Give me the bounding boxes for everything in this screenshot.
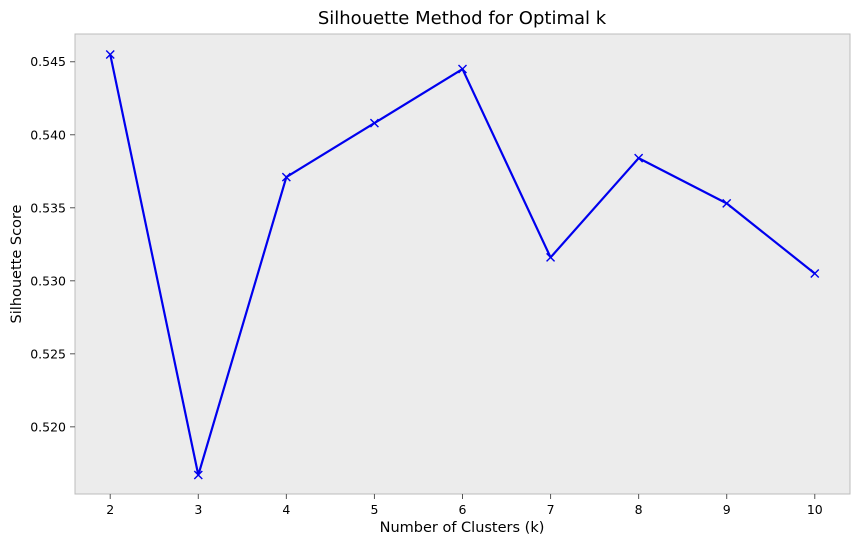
data-point-marker (458, 64, 467, 74)
series-layer (105, 49, 820, 480)
x-tick-label: 2 (106, 502, 114, 517)
x-tick-label: 5 (370, 502, 378, 517)
y-tick-label: 0.540 (30, 127, 66, 142)
y-tick-label: 0.525 (30, 346, 66, 361)
x-tick-label: 8 (635, 502, 643, 517)
data-point-marker (810, 268, 820, 278)
x-tick-label: 7 (547, 502, 555, 517)
x-axis-label: Number of Clusters (k) (380, 520, 545, 536)
data-point-marker (722, 198, 732, 208)
chart-title: Silhouette Method for Optimal k (318, 8, 607, 29)
plot-area (74, 33, 851, 495)
data-point-marker (105, 49, 115, 59)
x-tick-label: 10 (807, 502, 823, 517)
data-point-marker (546, 252, 556, 262)
y-tick-label: 0.530 (30, 273, 66, 288)
data-point-marker (193, 470, 203, 480)
ticks-layer: 2 3 4 5 6 7 8 9 10 0.520 0.525 0.530 0.535 0.540 0.545 (30, 54, 823, 517)
data-point-marker (634, 153, 644, 163)
data-point-marker (369, 118, 379, 128)
x-tick-label: 9 (723, 502, 731, 517)
y-tick-label: 0.545 (30, 54, 66, 69)
y-tick-label: 0.535 (30, 200, 66, 215)
x-tick-label: 4 (282, 502, 290, 517)
x-tick-label: 6 (459, 502, 467, 517)
data-point-marker (281, 172, 291, 182)
y-tick-label: 0.520 (30, 419, 66, 434)
x-tick-label: 3 (194, 502, 202, 517)
y-axis-label: Silhouette Score (9, 204, 25, 323)
